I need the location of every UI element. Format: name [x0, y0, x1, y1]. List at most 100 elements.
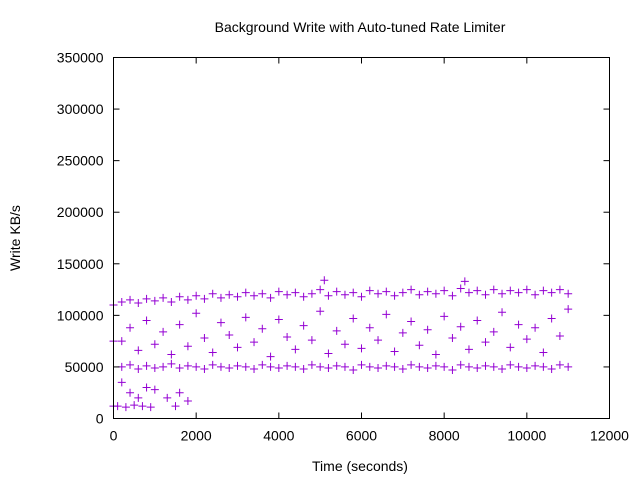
data-point — [332, 287, 341, 296]
data-point — [167, 297, 176, 306]
data-point — [382, 361, 391, 370]
data-point — [340, 340, 349, 349]
data-point — [324, 363, 333, 372]
data-point — [299, 321, 308, 330]
data-point — [448, 366, 457, 375]
data-point — [539, 362, 548, 371]
data-point — [390, 347, 399, 356]
data-point — [316, 285, 325, 294]
data-point — [192, 362, 201, 371]
data-point — [175, 363, 184, 372]
x-tick-label: 0 — [110, 428, 118, 444]
data-point — [208, 360, 217, 369]
x-tick-label: 6000 — [346, 428, 377, 444]
data-point — [200, 364, 209, 373]
data-point — [489, 285, 498, 294]
data-point — [150, 385, 159, 394]
data-point — [473, 363, 482, 372]
data-point — [547, 314, 556, 323]
data-point — [183, 342, 192, 351]
data-point — [365, 286, 374, 295]
data-point — [506, 343, 515, 352]
data-points — [109, 276, 573, 412]
data-point — [266, 352, 275, 361]
data-point — [175, 388, 184, 397]
data-point — [134, 298, 143, 307]
data-point — [357, 292, 366, 301]
data-point — [291, 345, 300, 354]
data-point — [167, 359, 176, 368]
data-point — [489, 362, 498, 371]
data-point — [324, 349, 333, 358]
data-point — [473, 286, 482, 295]
data-point — [506, 286, 515, 295]
data-point — [464, 288, 473, 297]
data-point — [481, 290, 490, 299]
y-axis-label: Write KB/s — [7, 205, 23, 271]
y-tick-label: 100000 — [57, 307, 104, 323]
data-point — [431, 350, 440, 359]
data-point — [382, 310, 391, 319]
data-point — [200, 334, 209, 343]
data-point — [274, 287, 283, 296]
x-tick-label: 8000 — [429, 428, 460, 444]
data-point — [390, 362, 399, 371]
data-point — [216, 362, 225, 371]
data-point — [564, 362, 573, 371]
data-point — [307, 360, 316, 369]
data-point — [241, 313, 250, 322]
data-point — [365, 323, 374, 332]
data-point — [266, 293, 275, 302]
data-point — [340, 362, 349, 371]
data-point — [307, 289, 316, 298]
data-point — [456, 284, 465, 293]
data-point — [171, 402, 180, 411]
data-point — [192, 291, 201, 300]
data-point — [175, 292, 184, 301]
data-point — [150, 296, 159, 305]
data-point — [121, 403, 130, 412]
data-point — [150, 363, 159, 372]
data-point — [299, 364, 308, 373]
data-point — [514, 288, 523, 297]
data-point — [489, 327, 498, 336]
y-tick-label: 150000 — [57, 256, 104, 272]
data-point — [514, 320, 523, 329]
data-point — [349, 366, 358, 375]
y-tick-label: 0 — [96, 411, 104, 427]
data-point — [250, 338, 259, 347]
data-point — [117, 297, 126, 306]
y-tick-label: 200000 — [57, 204, 104, 220]
data-point — [134, 364, 143, 373]
data-point — [398, 364, 407, 373]
x-tick-label: 12000 — [590, 428, 629, 444]
data-point — [374, 289, 383, 298]
data-point — [291, 288, 300, 297]
data-point — [539, 348, 548, 357]
y-tick-label: 300000 — [57, 101, 104, 117]
data-point — [522, 285, 531, 294]
data-point — [117, 378, 126, 387]
data-point — [431, 361, 440, 370]
data-point — [440, 286, 449, 295]
data-point — [365, 362, 374, 371]
data-point — [448, 291, 457, 300]
data-point — [225, 330, 234, 339]
data-point — [316, 307, 325, 316]
data-point — [498, 364, 507, 373]
data-point — [407, 360, 416, 369]
data-point — [464, 362, 473, 371]
data-point — [440, 362, 449, 371]
data-point — [126, 295, 135, 304]
data-point — [464, 345, 473, 354]
data-point — [539, 286, 548, 295]
data-point — [357, 360, 366, 369]
data-point — [349, 314, 358, 323]
data-point — [200, 294, 209, 303]
data-point — [423, 325, 432, 334]
data-point — [398, 288, 407, 297]
data-point — [522, 363, 531, 372]
data-point — [374, 363, 383, 372]
data-point — [498, 289, 507, 298]
data-point — [324, 291, 333, 300]
